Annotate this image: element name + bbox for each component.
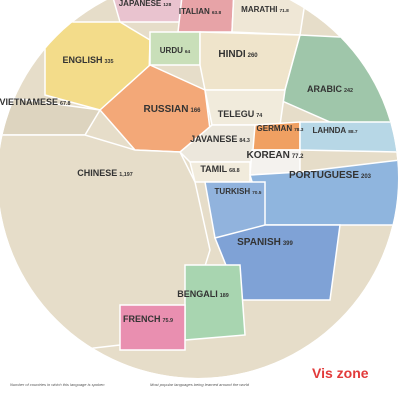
language-label: CHINESE 1,197	[77, 168, 133, 178]
language-speakers: 166	[191, 108, 202, 114]
language-name: TAMIL	[200, 164, 227, 174]
language-region	[184, 264, 246, 341]
language-speakers: 70.5	[252, 190, 262, 196]
language-speakers: 75.9	[163, 318, 174, 324]
language-name: PORTUGUESE	[289, 170, 359, 181]
language-region	[119, 304, 186, 351]
language-label: URDU 64	[160, 46, 191, 55]
language-region	[177, 0, 236, 33]
language-name: MARATHI	[241, 5, 277, 14]
language-name: URDU	[160, 46, 183, 55]
language-name: LAHNDA	[312, 126, 346, 135]
language-name: ITALIAN	[179, 7, 210, 16]
language-name: BENGALI	[177, 289, 218, 299]
language-speakers: 77.2	[292, 154, 304, 160]
language-speakers: 68.8	[229, 168, 240, 174]
language-speakers: 67.8	[60, 101, 71, 107]
language-speakers: 242	[344, 88, 353, 94]
language-label: ITALIAN 63.8	[179, 7, 222, 16]
language-name: TELEGU	[218, 109, 255, 119]
language-name: KOREAN	[246, 150, 289, 161]
language-name: GERMAN	[257, 124, 293, 133]
watermark: Vis zone	[312, 365, 369, 381]
language-region	[299, 121, 398, 153]
language-label: FRENCH 75.9	[123, 314, 173, 324]
language-name: VIETNAMESE	[0, 97, 58, 107]
language-label: JAVANESE 84.3	[190, 134, 250, 144]
language-speakers: 84.3	[239, 138, 250, 144]
language-label: LAHNDA 88.7	[312, 126, 357, 135]
language-speakers: 260	[248, 53, 259, 59]
language-label: JAPANESE 128	[119, 0, 172, 8]
language-label: MARATHI 71.8	[241, 5, 289, 14]
language-label: HINDI 260	[218, 49, 258, 60]
language-speakers: 74	[256, 113, 262, 119]
language-speakers: 399	[283, 241, 294, 247]
language-speakers: 335	[105, 59, 114, 65]
language-speakers: 128	[163, 2, 171, 8]
language-region	[199, 31, 301, 91]
language-speakers: 88.7	[348, 129, 358, 135]
language-label: RUSSIAN 166	[143, 104, 201, 115]
language-speakers: 203	[361, 174, 372, 180]
language-label: TELEGU 74	[218, 109, 263, 119]
language-speakers: 1,197	[119, 172, 133, 178]
language-label: TAMIL 68.8	[200, 164, 239, 174]
language-name: TURKISH	[215, 187, 251, 196]
language-name: ENGLISH	[62, 55, 102, 65]
language-speakers: 64	[185, 49, 191, 55]
language-label: TURKISH 70.5	[215, 187, 262, 196]
language-label: VIETNAMESE 67.8	[0, 97, 71, 107]
language-name: JAPANESE	[119, 0, 162, 8]
language-name: RUSSIAN	[143, 104, 188, 115]
language-speakers: 78.3	[294, 127, 304, 133]
language-speakers: 71.8	[279, 8, 289, 14]
footer-left: Number of countries in which this langua…	[10, 382, 105, 387]
voronoi-circle	[0, 0, 398, 378]
language-label: PORTUGUESE 203	[289, 170, 372, 181]
language-label: ENGLISH 335	[62, 55, 113, 65]
language-label: GERMAN 78.3	[257, 124, 304, 133]
language-region	[204, 89, 286, 126]
language-name: HINDI	[218, 49, 245, 60]
language-label: ARABIC 242	[307, 84, 353, 94]
language-name: ARABIC	[307, 84, 342, 94]
language-name: SPANISH	[237, 237, 281, 248]
language-name: FRENCH	[123, 314, 161, 324]
language-name: CHINESE	[77, 168, 117, 178]
language-speakers: 63.8	[212, 10, 222, 16]
language-label: SPANISH 399	[237, 237, 293, 248]
footer-right: Most popular languages being learned aro…	[150, 382, 250, 387]
language-label: KOREAN 77.2	[246, 150, 304, 161]
language-region	[178, 124, 256, 163]
language-name: JAVANESE	[190, 134, 237, 144]
language-label: BENGALI 189	[177, 289, 229, 299]
language-speakers: 189	[220, 293, 229, 299]
